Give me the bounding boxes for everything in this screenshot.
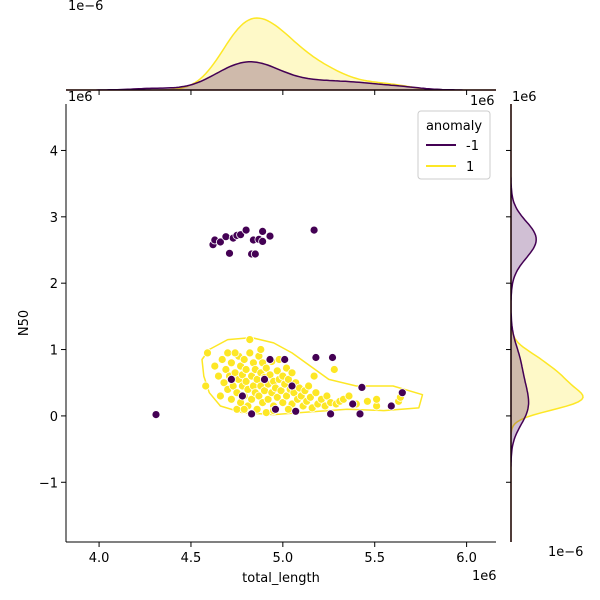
right-marginal-plot: 1e6 1e−6: [506, 90, 584, 560]
point-anomaly-1: [239, 355, 249, 364]
point-anomaly-neg1: [247, 409, 257, 419]
point-anomaly-1: [283, 404, 293, 414]
point-anomaly-1: [283, 374, 293, 384]
legend-label-1: 1: [466, 160, 474, 175]
point-anomaly-1: [282, 363, 291, 373]
point-anomaly-neg1: [215, 237, 225, 247]
point-anomaly-neg1: [311, 353, 321, 362]
point-anomaly-1: [287, 368, 297, 378]
point-anomaly-1: [247, 394, 257, 404]
x-axis-offset: 1e6: [472, 569, 497, 584]
point-anomaly-1: [256, 345, 266, 354]
y-tick-label: 3: [50, 211, 58, 226]
main-plot: 4.0 4.5 5.0 5.5 6.0 −1 0 1 2 3 4 total_length N50…: [17, 104, 497, 586]
point-anomaly-1: [223, 348, 233, 358]
density-contour-anomaly-1: [201, 336, 424, 416]
point-anomaly-neg1: [326, 409, 336, 419]
point-anomaly-1: [304, 381, 314, 391]
y-tick-label: 2: [50, 277, 58, 292]
point-anomaly-neg1: [225, 248, 234, 258]
point-anomaly-1: [322, 391, 332, 401]
point-anomaly-neg1: [271, 404, 280, 414]
right-marginal-axis-offset: 1e6: [512, 90, 537, 105]
top-marginal-density-offset: 1e−6: [68, 0, 103, 14]
y-axis-label: N50: [17, 310, 32, 336]
point-anomaly-1: [263, 394, 273, 404]
point-anomaly-neg1: [357, 382, 367, 392]
point-anomaly-1: [278, 398, 288, 408]
point-anomaly-1: [226, 358, 236, 368]
point-anomaly-neg1: [280, 355, 290, 364]
y-tick-label: 4: [50, 144, 58, 159]
point-anomaly-neg1: [226, 374, 236, 384]
point-anomaly-neg1: [250, 249, 260, 259]
point-anomaly-neg1: [328, 353, 337, 362]
x-tick-label: 4.0: [89, 551, 110, 566]
point-anomaly-neg1: [260, 374, 269, 384]
point-anomaly-1: [201, 381, 211, 391]
point-anomaly-neg1: [309, 225, 319, 235]
point-anomaly-neg1: [287, 381, 297, 391]
legend: anomaly -1 1: [417, 110, 491, 180]
point-anomaly-1: [221, 365, 231, 374]
point-anomaly-1: [210, 361, 220, 371]
point-anomaly-1: [215, 391, 225, 401]
point-anomaly-1: [245, 348, 255, 358]
point-anomaly-1: [311, 388, 321, 398]
legend-title: anomaly: [426, 119, 482, 134]
point-anomaly-neg1: [151, 410, 161, 420]
top-marginal-axis-offset: 1e6: [68, 90, 93, 105]
point-anomaly-1: [272, 392, 282, 402]
point-anomaly-1: [219, 378, 229, 388]
point-anomaly-1: [214, 371, 223, 381]
point-anomaly-neg1: [265, 355, 275, 364]
point-anomaly-neg1: [291, 406, 301, 416]
point-anomaly-1: [239, 404, 249, 414]
point-anomaly-neg1: [265, 231, 275, 241]
right-kde-anomaly-1: [510, 104, 584, 542]
point-anomaly-1: [254, 391, 264, 401]
point-anomaly-1: [217, 355, 227, 364]
point-anomaly-neg1: [258, 226, 268, 236]
x-axis-label: total_length: [242, 571, 320, 586]
point-anomaly-neg1: [348, 399, 358, 409]
point-anomaly-neg1: [397, 388, 407, 398]
point-anomaly-1: [362, 396, 372, 406]
point-anomaly-1: [261, 363, 271, 373]
point-anomaly-neg1: [241, 225, 251, 235]
legend-label-neg1: -1: [466, 139, 479, 154]
y-tick-label: 1: [50, 344, 58, 359]
point-anomaly-neg1: [355, 409, 365, 419]
point-anomaly-1: [344, 391, 354, 401]
x-tick-label: 6.0: [456, 551, 477, 566]
x-tick-label: 5.5: [364, 551, 385, 566]
point-anomaly-1: [226, 394, 236, 404]
point-anomaly-neg1: [221, 232, 231, 242]
point-anomaly-1: [372, 394, 382, 404]
point-anomaly-1: [276, 386, 286, 396]
point-anomaly-1: [272, 366, 282, 376]
top-marginal-x-offset: 1e6: [470, 94, 495, 109]
y-tick-label: 0: [50, 410, 58, 425]
point-anomaly-1: [261, 408, 271, 418]
top-marginal-plot: 1e−6 1e6 1e6: [66, 0, 496, 109]
x-tick-label: 4.5: [181, 551, 202, 566]
right-marginal-density-offset: 1e−6: [548, 545, 583, 560]
point-anomaly-1: [203, 348, 212, 358]
point-anomaly-1: [329, 365, 339, 374]
right-kde-anomaly-neg1: [510, 104, 537, 542]
point-anomaly-1: [245, 335, 255, 345]
point-anomaly-neg1: [258, 236, 268, 246]
x-tick-label: 5.0: [272, 551, 293, 566]
point-anomaly-1: [309, 371, 319, 381]
point-anomaly-neg1: [386, 401, 396, 411]
top-kde-anomaly-neg1: [66, 61, 496, 91]
point-anomaly-1: [230, 348, 240, 358]
y-tick-label: −1: [39, 476, 58, 491]
point-anomaly-1: [241, 365, 251, 374]
point-anomaly-neg1: [237, 391, 247, 401]
point-anomaly-1: [282, 391, 291, 401]
